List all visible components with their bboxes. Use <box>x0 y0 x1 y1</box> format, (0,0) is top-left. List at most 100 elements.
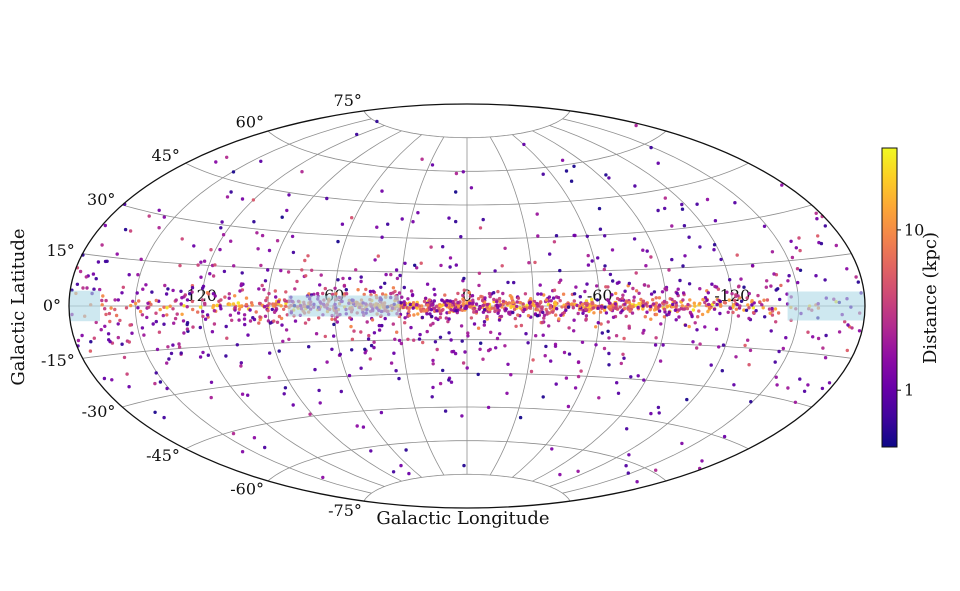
star-point <box>440 298 444 302</box>
star-point <box>758 300 762 304</box>
star-point <box>538 283 542 287</box>
star-point <box>583 289 587 294</box>
star-point <box>323 334 327 339</box>
star-point <box>519 323 524 328</box>
star-point <box>265 296 269 300</box>
star-point <box>277 349 281 353</box>
star-point <box>420 157 424 161</box>
star-point <box>642 378 646 382</box>
star-point <box>681 264 685 268</box>
star-point <box>352 329 356 333</box>
star-point <box>252 436 257 440</box>
star-point <box>795 267 800 271</box>
star-point <box>199 275 203 279</box>
star-point <box>747 363 751 367</box>
star-point <box>515 304 519 309</box>
star-point <box>179 289 183 293</box>
star-point <box>717 345 721 349</box>
star-point <box>394 268 399 272</box>
star-point <box>733 298 737 302</box>
star-point <box>737 284 741 288</box>
star-point <box>129 303 133 308</box>
star-point <box>468 301 472 305</box>
star-point <box>544 344 548 349</box>
star-point <box>786 279 790 283</box>
star-point <box>164 292 169 296</box>
star-point <box>635 480 639 484</box>
star-point <box>350 337 355 341</box>
star-point <box>700 459 704 463</box>
star-point <box>227 296 231 300</box>
star-point <box>448 256 453 260</box>
star-point <box>476 372 480 377</box>
star-point <box>162 215 166 219</box>
star-point <box>645 310 649 314</box>
star-point <box>229 190 233 194</box>
star-point <box>701 297 705 302</box>
star-point <box>128 323 132 327</box>
star-point <box>599 322 603 326</box>
star-point <box>162 305 166 309</box>
star-point <box>314 332 319 336</box>
star-point <box>284 290 288 294</box>
star-point <box>680 207 685 211</box>
star-point <box>824 333 828 338</box>
latitude-tick-label: -45° <box>146 446 180 465</box>
star-point <box>431 385 435 390</box>
star-point <box>389 272 393 277</box>
star-point <box>94 277 98 281</box>
star-point <box>615 381 619 385</box>
star-point <box>715 302 719 307</box>
star-point <box>168 304 172 308</box>
star-point <box>566 404 571 409</box>
star-point <box>438 315 442 320</box>
star-point <box>637 301 641 306</box>
star-point <box>735 253 739 257</box>
star-point <box>789 239 793 243</box>
star-point <box>403 321 407 325</box>
star-point <box>262 287 266 292</box>
star-point <box>469 305 473 309</box>
star-point <box>225 155 229 159</box>
star-point <box>451 299 455 304</box>
star-point <box>622 356 626 360</box>
star-point <box>258 315 262 319</box>
star-point <box>615 296 620 301</box>
star-point <box>745 296 749 300</box>
star-point <box>444 316 448 320</box>
star-point <box>431 362 435 366</box>
star-point <box>373 258 377 262</box>
star-point <box>541 333 545 337</box>
star-point <box>421 340 425 345</box>
star-point <box>603 264 607 268</box>
star-point <box>469 316 474 320</box>
star-point <box>540 320 544 325</box>
star-point <box>641 304 645 308</box>
star-point <box>158 380 163 384</box>
star-point <box>389 361 394 365</box>
star-point <box>300 170 304 174</box>
colorbar-tick-label: 1 <box>904 381 914 400</box>
star-point <box>94 320 98 325</box>
star-point <box>262 304 267 309</box>
star-point <box>482 320 487 324</box>
star-point <box>459 324 464 328</box>
star-point <box>703 300 707 305</box>
star-scatter-layer <box>70 119 863 484</box>
star-point <box>456 291 460 296</box>
star-point <box>551 310 555 314</box>
star-point <box>522 307 527 312</box>
star-point <box>167 357 171 361</box>
star-point <box>211 274 216 278</box>
star-point <box>649 255 653 259</box>
star-point <box>239 361 243 365</box>
star-point <box>698 301 702 306</box>
star-point <box>610 248 615 252</box>
star-point <box>75 282 80 286</box>
star-point <box>140 313 145 317</box>
star-point <box>380 235 384 239</box>
star-point <box>413 263 417 267</box>
star-point <box>735 302 739 307</box>
star-point <box>409 289 414 293</box>
star-point <box>192 244 196 248</box>
